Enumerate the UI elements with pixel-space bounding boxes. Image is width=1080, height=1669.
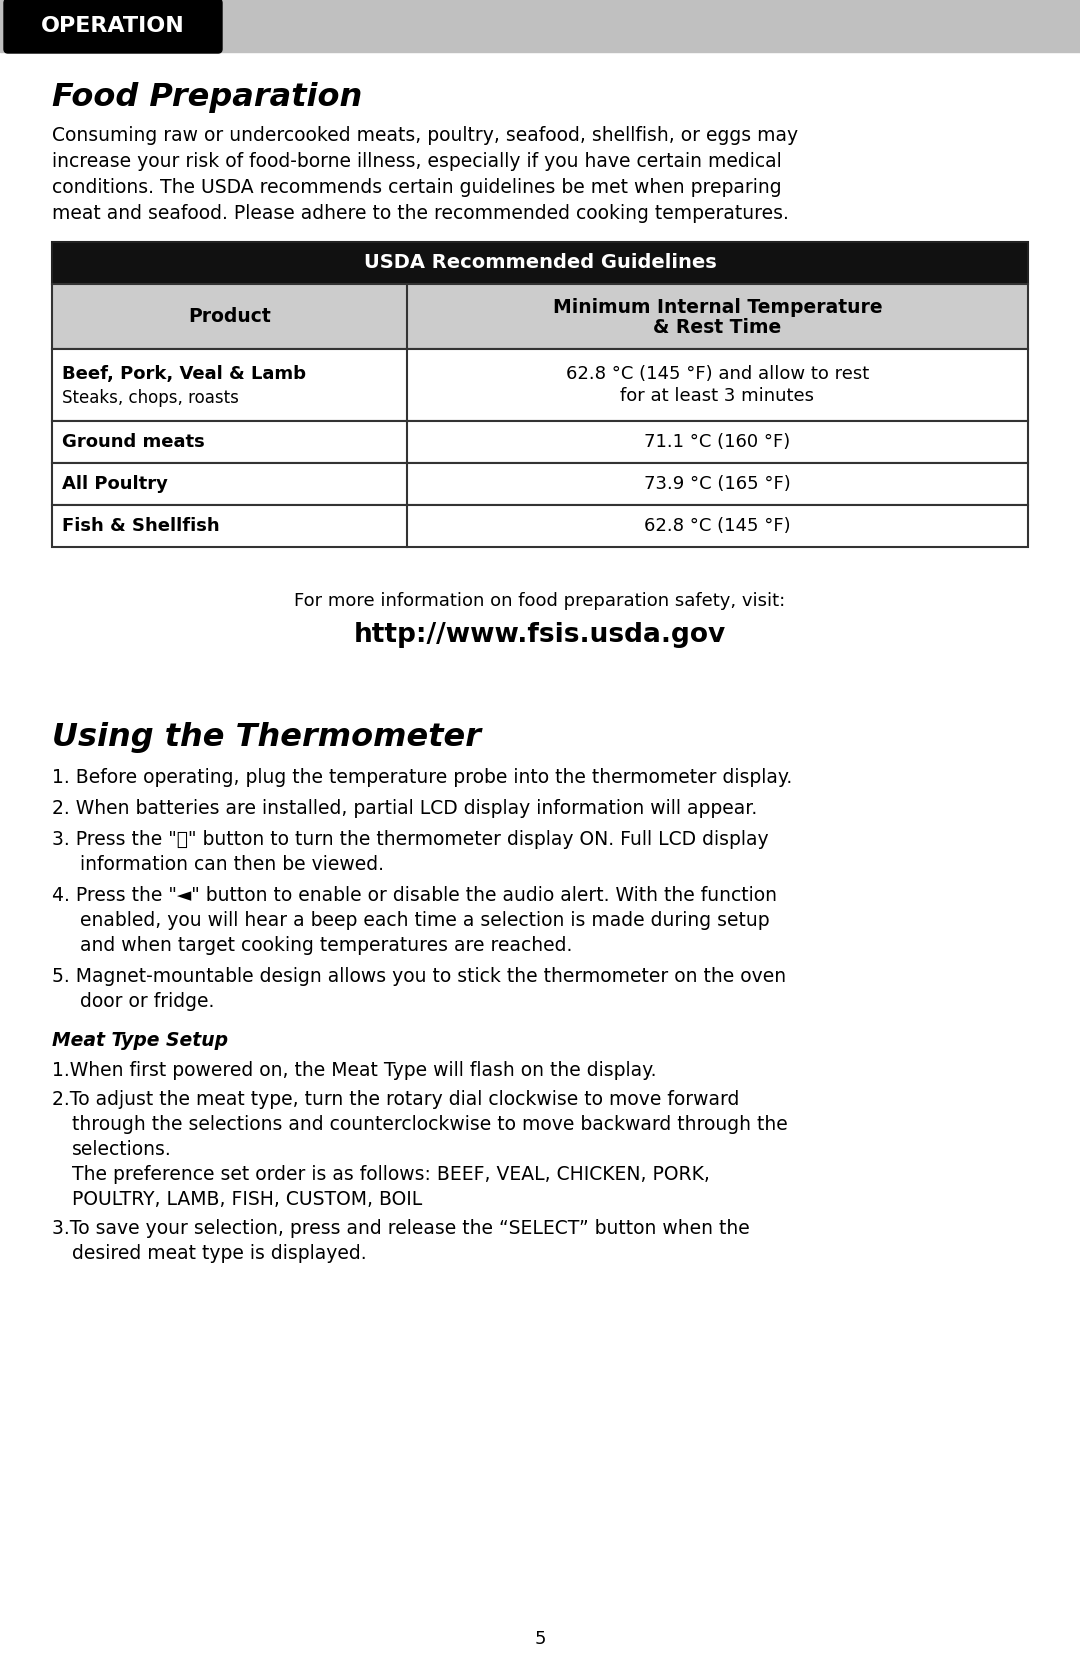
Text: and when target cooking temperatures are reached.: and when target cooking temperatures are… [80,936,572,955]
Bar [52,462,1028,506]
Bar [52,284,1028,349]
Text: Minimum Internal Temperature: Minimum Internal Temperature [553,299,882,317]
Text: selections.: selections. [72,1140,172,1158]
Text: Fish & Shellfish: Fish & Shellfish [62,517,219,536]
Text: increase your risk of food-borne illness, especially if you have certain medical: increase your risk of food-borne illness… [52,152,782,170]
FancyBboxPatch shape [4,0,222,53]
Text: 2. When batteries are installed, partial LCD display information will appear.: 2. When batteries are installed, partial… [52,799,757,818]
Text: for at least 3 minutes: for at least 3 minutes [621,387,814,406]
Text: OPERATION: OPERATION [41,17,185,37]
Text: 62.8 °C (145 °F) and allow to rest: 62.8 °C (145 °F) and allow to rest [566,366,869,382]
Bar [52,506,1028,547]
Text: 1.When first powered on, the Meat Type will flash on the display.: 1.When first powered on, the Meat Type w… [52,1061,657,1080]
Text: door or fridge.: door or fridge. [80,991,214,1011]
Text: desired meat type is displayed.: desired meat type is displayed. [72,1243,366,1263]
Text: meat and seafood. Please adhere to the recommended cooking temperatures.: meat and seafood. Please adhere to the r… [52,204,788,224]
Bar [52,242,1028,284]
Text: Product: Product [188,307,271,325]
Text: information can then be viewed.: information can then be viewed. [80,855,384,875]
Text: & Rest Time: & Rest Time [653,319,782,337]
Text: POULTRY, LAMB, FISH, CUSTOM, BOIL: POULTRY, LAMB, FISH, CUSTOM, BOIL [72,1190,422,1208]
Text: The preference set order is as follows: BEEF, VEAL, CHICKEN, PORK,: The preference set order is as follows: … [72,1165,710,1183]
Text: Consuming raw or undercooked meats, poultry, seafood, shellfish, or eggs may: Consuming raw or undercooked meats, poul… [52,125,798,145]
Text: conditions. The USDA recommends certain guidelines be met when preparing: conditions. The USDA recommends certain … [52,179,782,197]
Text: Steaks, chops, roasts: Steaks, chops, roasts [62,389,239,407]
Bar [52,421,1028,462]
Text: Meat Type Setup: Meat Type Setup [52,1031,228,1050]
Text: All Poultry: All Poultry [62,476,167,492]
Text: http://www.fsis.usda.gov: http://www.fsis.usda.gov [354,623,726,648]
Text: through the selections and counterclockwise to move backward through the: through the selections and counterclockw… [72,1115,787,1133]
Text: Beef, Pork, Veal & Lamb: Beef, Pork, Veal & Lamb [62,366,306,382]
Text: 1. Before operating, plug the temperature probe into the thermometer display.: 1. Before operating, plug the temperatur… [52,768,793,788]
Bar [52,349,1028,421]
Bar [0,0,1080,52]
Text: For more information on food preparation safety, visit:: For more information on food preparation… [295,592,785,609]
Text: 5. Magnet-mountable design allows you to stick the thermometer on the oven: 5. Magnet-mountable design allows you to… [52,966,786,986]
Text: USDA Recommended Guidelines: USDA Recommended Guidelines [364,254,716,272]
Text: Using the Thermometer: Using the Thermometer [52,723,481,753]
Text: Food Preparation: Food Preparation [52,82,362,113]
Text: 5: 5 [535,1631,545,1647]
Text: 3. Press the "⏻" button to turn the thermometer display ON. Full LCD display: 3. Press the "⏻" button to turn the ther… [52,829,769,850]
Text: 73.9 °C (165 °F): 73.9 °C (165 °F) [644,476,791,492]
Text: Ground meats: Ground meats [62,432,205,451]
Text: 62.8 °C (145 °F): 62.8 °C (145 °F) [644,517,791,536]
Text: 4. Press the "◄" button to enable or disable the audio alert. With the function: 4. Press the "◄" button to enable or dis… [52,886,777,905]
Text: 71.1 °C (160 °F): 71.1 °C (160 °F) [645,432,791,451]
Text: 3.To save your selection, press and release the “SELECT” button when the: 3.To save your selection, press and rele… [52,1218,750,1238]
Text: enabled, you will hear a beep each time a selection is made during setup: enabled, you will hear a beep each time … [80,911,770,930]
Text: 2.To adjust the meat type, turn the rotary dial clockwise to move forward: 2.To adjust the meat type, turn the rota… [52,1090,740,1108]
